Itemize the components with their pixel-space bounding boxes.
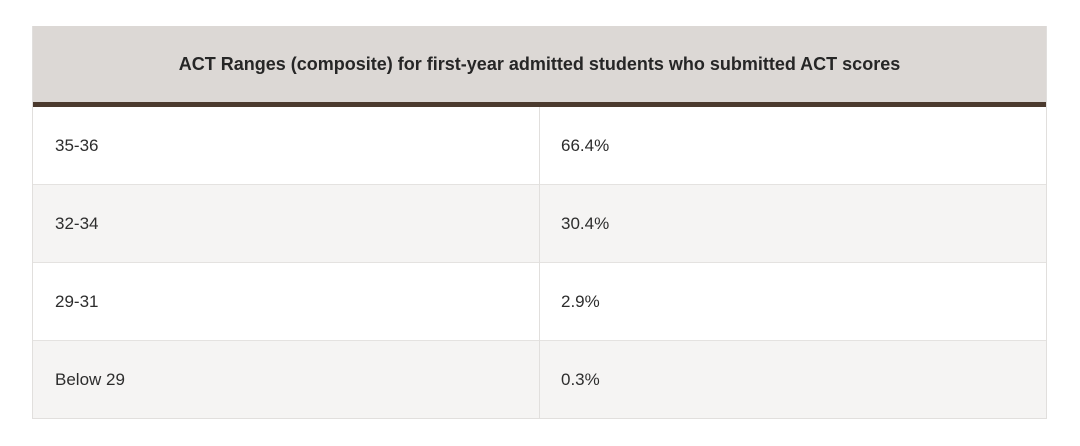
percent-cell: 2.9%	[539, 262, 1046, 341]
percent-cell: 66.4%	[539, 104, 1046, 185]
range-cell: 35-36	[33, 104, 540, 185]
table-body: 35-36 66.4% 32-34 30.4% 29-31 2.9% Below…	[33, 104, 1046, 418]
percent-cell: 30.4%	[539, 184, 1046, 263]
table-row: 35-36 66.4%	[33, 104, 1046, 185]
range-cell: 32-34	[33, 184, 540, 263]
range-cell: 29-31	[33, 262, 540, 341]
table-title: ACT Ranges (composite) for first-year ad…	[33, 26, 1046, 107]
table-row: Below 29 0.3%	[33, 340, 1046, 418]
table-row: 29-31 2.9%	[33, 262, 1046, 341]
act-ranges-table-container: ACT Ranges (composite) for first-year ad…	[32, 26, 1047, 419]
percent-cell: 0.3%	[539, 340, 1046, 418]
header-row: ACT Ranges (composite) for first-year ad…	[33, 26, 1046, 107]
act-ranges-table: ACT Ranges (composite) for first-year ad…	[33, 26, 1046, 418]
table-row: 32-34 30.4%	[33, 184, 1046, 263]
table-header: ACT Ranges (composite) for first-year ad…	[33, 26, 1046, 107]
range-cell: Below 29	[33, 340, 540, 418]
